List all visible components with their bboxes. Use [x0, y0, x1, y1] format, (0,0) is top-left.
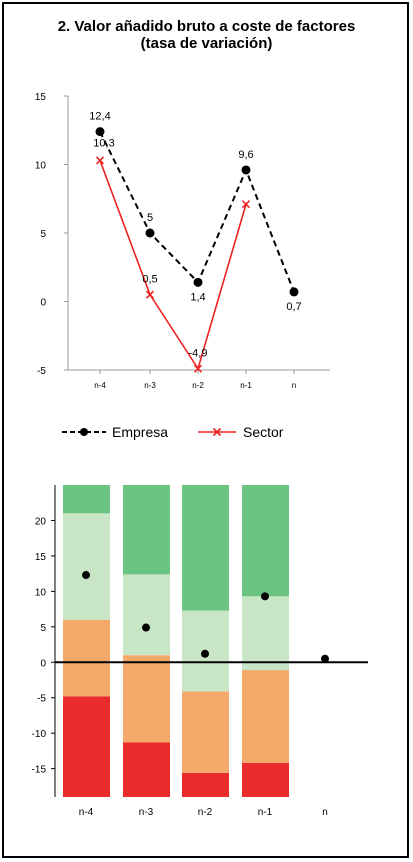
point-marker-empresa [289, 287, 299, 297]
y-tick-label: 0 [40, 298, 46, 309]
bar-segment [182, 772, 229, 797]
y-tick-label: -5 [37, 366, 46, 377]
x-tick-label: n-4 [94, 381, 106, 390]
legend-marker-sector [212, 427, 222, 437]
point-marker-sector [145, 290, 155, 299]
bar-segment [123, 742, 170, 797]
y-tick-label: 10 [35, 587, 47, 598]
point-marker-sector [95, 156, 105, 165]
bar-segment [123, 655, 170, 743]
y-tick-label: 5 [40, 623, 46, 634]
bar-segment [63, 485, 110, 514]
legend-label-empresa: Empresa [112, 424, 168, 440]
bar-segment [242, 762, 289, 797]
line-chart: 15 10 5 0 -5 n-4 n-3 n-2 n-1 n 12,4 5 1,4 9,6 0,7 10,3 0… [35, 92, 330, 440]
data-label-empresa: 5 [147, 212, 153, 224]
bar-segment [242, 670, 289, 763]
y-tick-label: 15 [35, 552, 47, 563]
series-line-sector [99, 160, 247, 371]
point-marker-empresa [241, 165, 251, 175]
title-line-1: 2. Valor añadido bruto a coste de factor… [57, 18, 356, 35]
bar-segment [63, 619, 110, 697]
x-tick-label: n-2 [198, 807, 213, 818]
data-label-sector: 0,5 [142, 274, 157, 286]
data-label-empresa: 9,6 [238, 149, 253, 161]
bar-segment [242, 485, 289, 597]
data-label-empresa: 1,4 [190, 291, 205, 303]
chart-title: 2. Valor añadido bruto a coste de factor… [0, 18, 413, 52]
x-tick-label: n [292, 381, 296, 390]
y-tick-label: -5 [37, 694, 46, 705]
x-tick-label: n-3 [144, 381, 156, 390]
bar-segment [182, 485, 229, 611]
point-marker-empresa [95, 127, 105, 137]
point-marker-empresa [193, 277, 203, 287]
bar-segment [63, 513, 110, 620]
title-line-2: (tasa de variación) [140, 35, 273, 52]
bar-segment [123, 485, 170, 575]
data-label-empresa: 12,4 [89, 111, 110, 123]
point-marker-empresa [145, 228, 155, 238]
point-marker-sector [241, 200, 251, 209]
bar-segment [63, 696, 110, 797]
point-marker [201, 649, 209, 658]
point-marker [321, 654, 329, 663]
point-marker [82, 571, 90, 580]
bar-segment [123, 574, 170, 656]
y-tick-label: 0 [40, 658, 46, 669]
x-tick-label: n-1 [240, 381, 252, 390]
y-tick-label: 20 [35, 516, 47, 527]
data-label-sector: -4,9 [189, 348, 208, 360]
legend-marker-empresa [80, 428, 88, 436]
point-marker-sector [193, 364, 203, 373]
bar-segment [182, 691, 229, 773]
legend-label-sector: Sector [243, 424, 284, 440]
x-tick-label: n-4 [79, 807, 94, 818]
point-marker [142, 623, 150, 632]
data-label-empresa: 0,7 [286, 301, 301, 313]
x-tick-label: n-3 [139, 807, 154, 818]
x-tick-label: n [322, 807, 328, 818]
y-tick-label: 10 [35, 161, 47, 172]
x-tick-label: n-1 [258, 807, 273, 818]
y-tick-label: -15 [32, 765, 47, 776]
y-tick-label: 5 [40, 229, 46, 240]
point-marker [261, 592, 269, 601]
bar-segment [242, 596, 289, 671]
data-label-sector: 10,3 [93, 137, 114, 149]
y-tick-label: 15 [35, 92, 47, 103]
y-tick-label: -10 [32, 729, 47, 740]
x-tick-label: n-2 [192, 381, 204, 390]
